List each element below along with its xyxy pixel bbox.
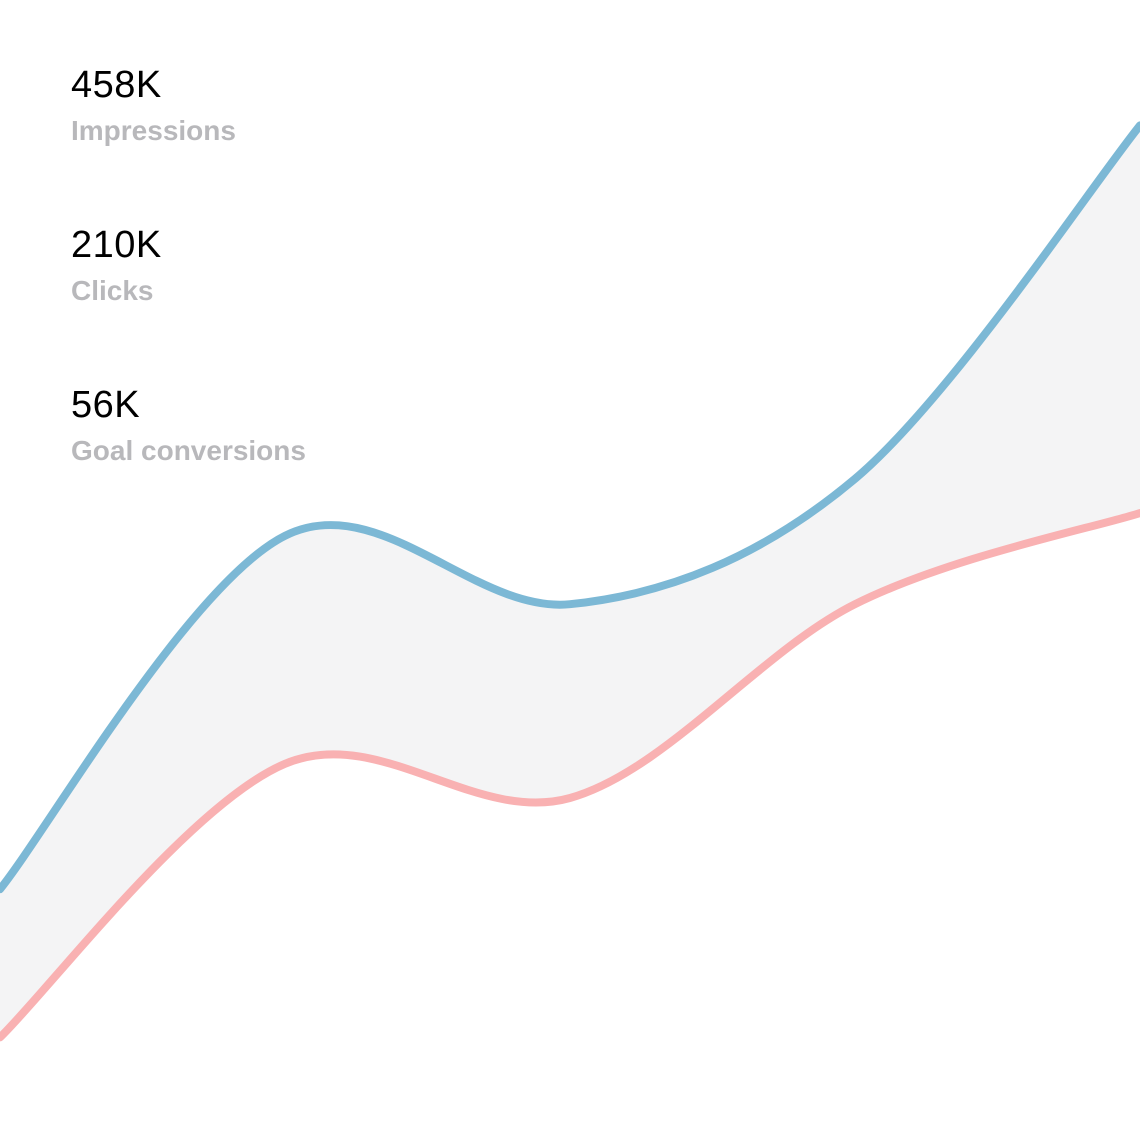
stats-panel: 458K Impressions 210K Clicks 56K Goal co… <box>71 62 306 542</box>
impressions-value: 458K <box>71 64 162 106</box>
stat-impressions: 458K Impressions <box>71 62 306 222</box>
goal-conversions-value: 56K <box>71 384 141 426</box>
lower-series-line <box>0 509 1140 1042</box>
stat-goal-conversions: 56K Goal conversions <box>71 382 306 542</box>
upper-series-line <box>0 121 1140 894</box>
stat-clicks: 210K Clicks <box>71 222 306 382</box>
clicks-label: Clicks <box>71 275 154 306</box>
impressions-label: Impressions <box>71 115 236 146</box>
goal-conversions-label: Goal conversions <box>71 435 306 466</box>
clicks-value: 210K <box>71 224 162 266</box>
